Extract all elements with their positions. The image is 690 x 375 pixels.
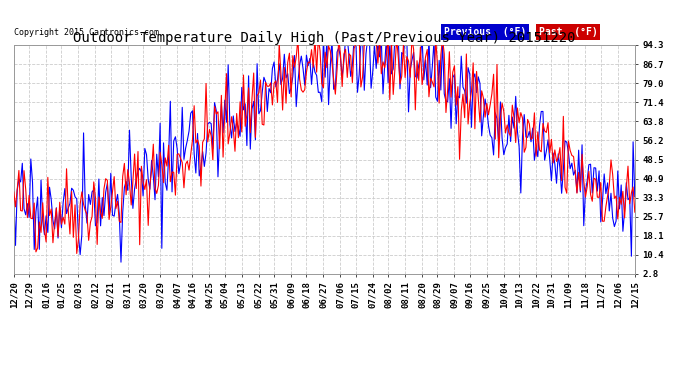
Text: Past  (°F): Past (°F): [539, 27, 598, 37]
Text: Previous  (°F): Previous (°F): [444, 27, 526, 37]
Title: Outdoor Temperature Daily High (Past/Previous Year) 20151220: Outdoor Temperature Daily High (Past/Pre…: [73, 31, 575, 45]
Text: Copyright 2015 Cartronics.com: Copyright 2015 Cartronics.com: [14, 28, 159, 37]
